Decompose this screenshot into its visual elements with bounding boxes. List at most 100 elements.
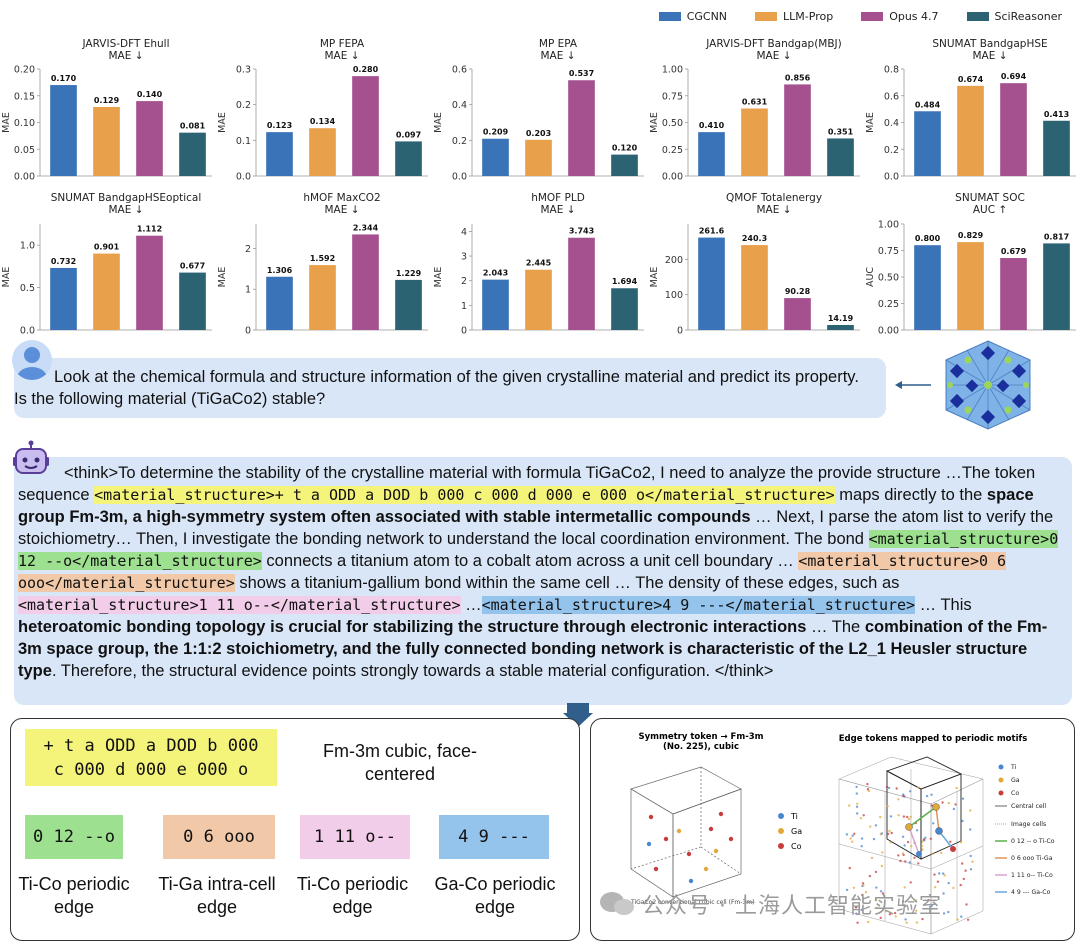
y-tick-label: 1.0 — [20, 241, 35, 252]
bar-cgcnn — [482, 138, 509, 176]
y-tick-label: 0.6 — [452, 65, 467, 76]
bar-llm-prop — [93, 106, 120, 176]
chart-title: hMOF PLD — [531, 192, 585, 204]
reasoning-text-segment: maps directly to the — [834, 486, 987, 504]
central-cell — [885, 756, 963, 860]
reasoning-text-segment: . Therefore, the structural evidence poi… — [51, 662, 774, 680]
y-tick-label: 2 — [245, 244, 251, 255]
image-atom — [956, 918, 959, 921]
image-atom — [881, 851, 884, 854]
y-tick-label: 0 — [245, 326, 251, 337]
bar-opus-4-7 — [784, 84, 811, 176]
image-atom — [909, 815, 912, 819]
image-atom — [942, 912, 946, 915]
y-tick-label: 0.20 — [14, 65, 35, 76]
bar-llm-prop — [957, 85, 984, 176]
image-atom — [880, 864, 884, 868]
image-atom — [938, 872, 941, 875]
image-atom — [856, 802, 859, 805]
bar-cgcnn — [50, 85, 77, 176]
image-atom — [966, 918, 970, 921]
image-atom — [899, 859, 902, 863]
bar-scireasoner — [611, 154, 638, 176]
edge-caption: Ti-Co periodic edge — [296, 874, 409, 917]
y-tick-label: 0.4 — [884, 118, 899, 129]
bar-value-label: 0.280 — [353, 65, 379, 74]
image-atom — [851, 834, 854, 837]
bar-value-label: 261.6 — [699, 227, 725, 236]
reasoning-text-segment: <think>To determine the stability of the… — [18, 464, 1036, 504]
bar-value-label: 3.743 — [569, 227, 594, 236]
y-tick-label: 0 — [461, 326, 467, 337]
legend-label: 4 9 --- Ga-Co — [1011, 889, 1051, 896]
bar-scireasoner — [1043, 120, 1070, 176]
legend-label: 0 6 ooo Ti-Ga — [1011, 855, 1053, 862]
bar-value-label: 0.800 — [915, 234, 941, 243]
image-atom — [868, 874, 872, 878]
reasoning-bold-segment: combination of the Fm-3m space group, th… — [18, 618, 1048, 680]
image-atom — [864, 891, 868, 894]
edge-caption: Ti-Co periodic edge — [18, 874, 130, 917]
y-axis-label: MAE — [433, 112, 444, 133]
y-tick-label: 0.75 — [878, 246, 899, 257]
y-tick-label: 4 — [461, 227, 467, 238]
unit-cell-cube — [630, 766, 742, 898]
bar-value-label: 0.120 — [612, 144, 638, 153]
y-tick-label: 0.25 — [878, 299, 899, 310]
image-atom — [886, 805, 889, 808]
chart-subtitle: MAE ↓ — [972, 50, 1007, 62]
y-tick-label: 200 — [665, 255, 683, 266]
bar-value-label: 0.123 — [267, 121, 292, 130]
image-atom — [969, 868, 973, 871]
bar-opus-4-7 — [352, 234, 379, 330]
image-atom — [879, 890, 883, 893]
edge-token-box-orange: 0 6 ooo — [163, 815, 275, 859]
wechat-icon — [600, 892, 634, 915]
bar-value-label: 0.081 — [180, 122, 206, 131]
image-atom — [952, 886, 955, 890]
image-atom — [940, 851, 943, 855]
image-atom — [942, 872, 945, 875]
chart-legend: CGCNN LLM-Prop Opus 4.7 SciReasoner — [658, 10, 1062, 23]
bar-cgcnn — [482, 279, 509, 330]
image-atom — [897, 814, 900, 817]
image-atom — [860, 908, 863, 912]
y-tick-label: 0.50 — [662, 118, 683, 129]
y-tick-label: 0.4 — [452, 100, 467, 111]
legend-label: Ti — [1010, 764, 1017, 771]
edge-token-pink: <material_structure>1 11 o--</material_s… — [18, 596, 461, 614]
chart-title: hMOF MaxCO2 — [303, 192, 380, 204]
bar-opus-4-7 — [568, 237, 595, 330]
image-atom — [907, 817, 911, 821]
arrow-left-icon — [895, 381, 931, 389]
legend-label: LLM-Prop — [783, 10, 834, 23]
legend-label: Image cells — [1011, 821, 1046, 828]
y-tick-label: 0.00 — [662, 172, 683, 183]
image-atom — [859, 817, 863, 820]
image-atom — [901, 900, 905, 903]
image-atom — [927, 898, 930, 902]
atom-markers — [646, 811, 734, 884]
image-atom — [913, 856, 916, 859]
legend-item-scireasoner: SciReasoner — [966, 10, 1062, 23]
chart-subtitle: MAE ↓ — [756, 50, 791, 62]
image-atom — [874, 824, 878, 827]
image-atom — [921, 917, 924, 921]
legend-label: Opus 4.7 — [889, 10, 939, 23]
edge-figure-title: Edge tokens mapped to periodic motifs — [839, 734, 1028, 744]
user-question-text: Look at the chemical formula and structu… — [14, 368, 859, 408]
image-atom — [930, 804, 933, 807]
image-atom — [872, 837, 876, 841]
bar-opus-4-7 — [352, 76, 379, 176]
y-tick-label: 0.1 — [236, 136, 251, 147]
edge-caption: Ga-Co periodic edge — [434, 874, 556, 917]
y-tick-label: 0.2 — [452, 136, 467, 147]
image-atom — [947, 910, 950, 914]
symmetry-token-line: + t a ODD a DOD b 000 — [43, 735, 259, 756]
y-tick-label: 0.75 — [662, 91, 683, 102]
image-atom — [925, 794, 929, 798]
chart-title: MP EPA — [539, 38, 578, 50]
